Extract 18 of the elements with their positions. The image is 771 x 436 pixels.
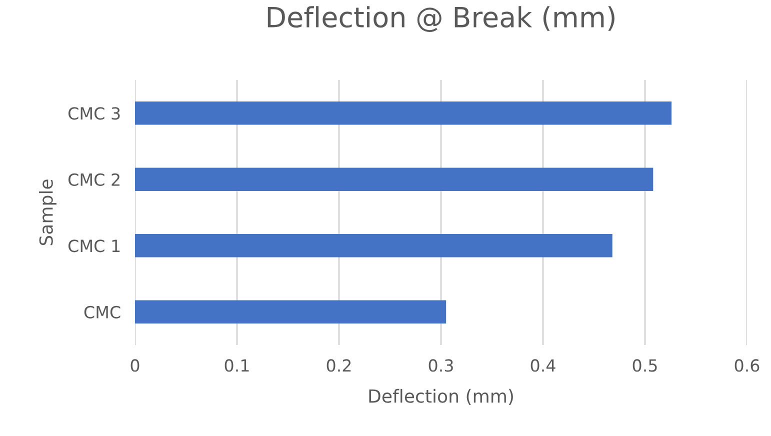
x-tick-label: 0.6 — [734, 359, 760, 372]
x-tick-label: 0.1 — [224, 359, 249, 372]
y-tick-label: CMC — [84, 306, 120, 318]
bar — [135, 102, 672, 125]
x-tick-label: 0.3 — [428, 359, 453, 372]
y-tick-label: CMC 1 — [68, 240, 120, 252]
x-tick-label: 0.2 — [326, 359, 351, 372]
x-axis-title: Deflection (mm) — [369, 388, 513, 406]
x-tick-label: 0.5 — [632, 359, 657, 372]
y-tick-label: CMC 2 — [68, 173, 120, 186]
chart-title: Deflection @ Break (mm) — [268, 6, 614, 32]
y-tick-label: CMC 3 — [68, 107, 120, 120]
x-tick-label: 0 — [130, 359, 140, 372]
x-tick-label: 0.4 — [530, 359, 556, 372]
bar — [135, 234, 612, 258]
bar — [135, 300, 446, 324]
y-axis-title: Sample — [38, 180, 56, 246]
bar — [135, 168, 654, 191]
